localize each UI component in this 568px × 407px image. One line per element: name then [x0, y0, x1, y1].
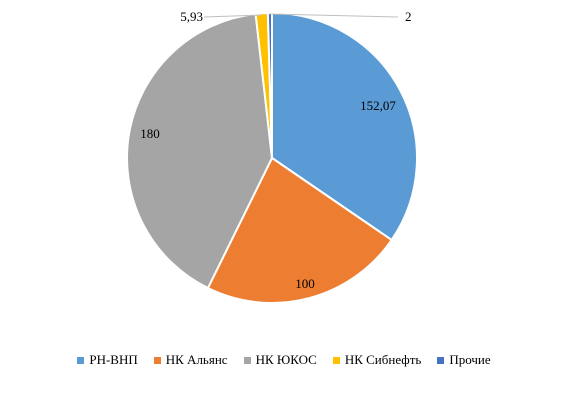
legend-swatch [437, 356, 445, 364]
legend-label: НК Альянс [165, 352, 228, 367]
legend-swatch [332, 356, 340, 364]
data-label-рн-внп: 152,07 [360, 98, 396, 113]
legend-label: НК ЮКОС [255, 352, 317, 367]
data-label-нк-альянс: 100 [295, 276, 315, 291]
legend-item-нк-альянс: НК Альянс [153, 352, 228, 368]
pie-slice-нк-юкос [126, 12, 274, 290]
legend-swatch [243, 356, 251, 364]
legend-item-нк-юкос: НК ЮКОС [243, 352, 317, 368]
legend-swatch [77, 356, 85, 364]
pie-slice-нк-альянс [206, 156, 394, 304]
data-label-прочие: 2 [405, 9, 412, 24]
legend-item-прочие: Прочие [437, 352, 491, 368]
leader-line-прочие [269, 13, 399, 18]
legend-swatch [153, 356, 161, 364]
data-label-нк-сибнефть: 5,93 [180, 9, 203, 24]
legend: РН-ВНП НК Альянс НК ЮКОС НК Сибнефть Прочие [0, 352, 568, 368]
pie-slice-рн-внп [271, 11, 418, 242]
legend-item-нк-сибнефть: НК Сибнефть [332, 352, 422, 368]
data-label-нк-юкос: 180 [140, 126, 160, 141]
pie-slice-прочие [266, 11, 273, 159]
legend-label: НК Сибнефть [344, 352, 422, 367]
legend-label: РН-ВНП [89, 352, 138, 367]
legend-item-рн-внп: РН-ВНП [77, 352, 138, 368]
leader-line-нк-сибнефть [203, 14, 263, 18]
legend-label: Прочие [449, 352, 491, 367]
